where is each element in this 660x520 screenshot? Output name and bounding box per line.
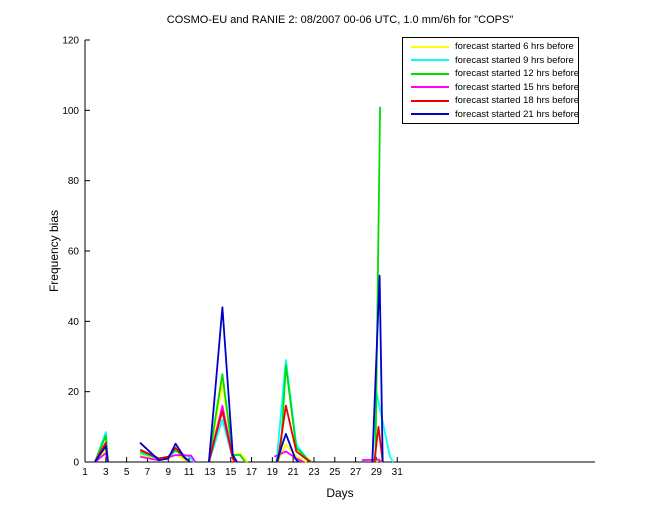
legend-item: forecast started 21 hrs before xyxy=(403,108,580,120)
series-line-4 xyxy=(361,458,382,463)
series-line-1 xyxy=(375,458,384,463)
x-tick-label: 5 xyxy=(124,467,130,478)
series-line-6 xyxy=(371,274,384,463)
legend-item: forecast started 15 hrs before xyxy=(403,81,580,93)
y-tick-label: 40 xyxy=(68,317,80,328)
legend-line-swatch xyxy=(411,59,449,62)
legend-label: forecast started 15 hrs before xyxy=(455,81,580,93)
legend-item: forecast started 6 hrs before xyxy=(403,41,578,53)
legend-item: forecast started 9 hrs before xyxy=(403,54,578,66)
y-tick-label: 0 xyxy=(73,458,79,469)
series-line-3 xyxy=(208,373,247,463)
legend-item: forecast started 18 hrs before xyxy=(403,95,580,107)
x-tick-label: 7 xyxy=(145,467,151,478)
legend-line-swatch xyxy=(411,72,449,75)
x-tick-label: 9 xyxy=(165,467,171,478)
series-line-6 xyxy=(139,442,191,463)
series-line-6 xyxy=(208,306,238,463)
x-tick-label: 11 xyxy=(184,467,195,478)
x-tick-label: 1 xyxy=(82,467,88,478)
series-line-5 xyxy=(373,425,384,463)
y-tick-label: 60 xyxy=(68,247,80,258)
legend-label: forecast started 6 hrs before xyxy=(455,41,574,53)
legend-box: forecast started 6 hrs before forecast st… xyxy=(402,37,579,124)
x-tick-label: 21 xyxy=(288,467,300,478)
x-axis-label: Days xyxy=(326,486,354,500)
chart-title: COSMO-EU and RANIE 2: 08/2007 00-06 UTC,… xyxy=(166,14,514,26)
y-tick-label: 120 xyxy=(62,36,79,47)
legend-label: forecast started 21 hrs before xyxy=(455,108,580,120)
y-tick-label: 80 xyxy=(68,176,80,187)
series-line-1 xyxy=(276,443,308,463)
legend-line-swatch xyxy=(411,86,449,89)
x-tick-label: 23 xyxy=(308,467,320,478)
legend-label: forecast started 9 hrs before xyxy=(455,54,574,66)
series-line-5 xyxy=(276,404,312,463)
legend-item: forecast started 12 hrs before xyxy=(403,68,580,80)
legend-line-swatch xyxy=(411,45,449,48)
x-tick-label: 13 xyxy=(204,467,216,478)
series-line-5 xyxy=(208,410,236,463)
y-tick-label: 100 xyxy=(62,106,79,117)
x-tick-label: 27 xyxy=(350,467,362,478)
series-line-3 xyxy=(374,106,381,463)
x-tick-label: 15 xyxy=(225,467,237,478)
x-tick-label: 19 xyxy=(267,467,279,478)
series-line-4 xyxy=(140,454,197,463)
x-tick-label: 3 xyxy=(103,467,109,478)
x-tick-label: 17 xyxy=(246,467,258,478)
legend-label: forecast started 18 hrs before xyxy=(455,95,580,107)
series-line-4 xyxy=(274,450,304,463)
x-tick-label: 29 xyxy=(371,467,383,478)
series-line-6 xyxy=(94,445,109,463)
legend-line-swatch xyxy=(411,99,449,102)
y-tick-label: 20 xyxy=(68,387,80,398)
legend-line-swatch xyxy=(411,113,449,116)
x-tick-label: 31 xyxy=(392,467,404,478)
legend-label: forecast started 12 hrs before xyxy=(455,68,580,80)
x-tick-label: 25 xyxy=(329,467,341,478)
y-axis-label: Frequency bias xyxy=(47,209,61,293)
series-line-6 xyxy=(275,433,300,463)
